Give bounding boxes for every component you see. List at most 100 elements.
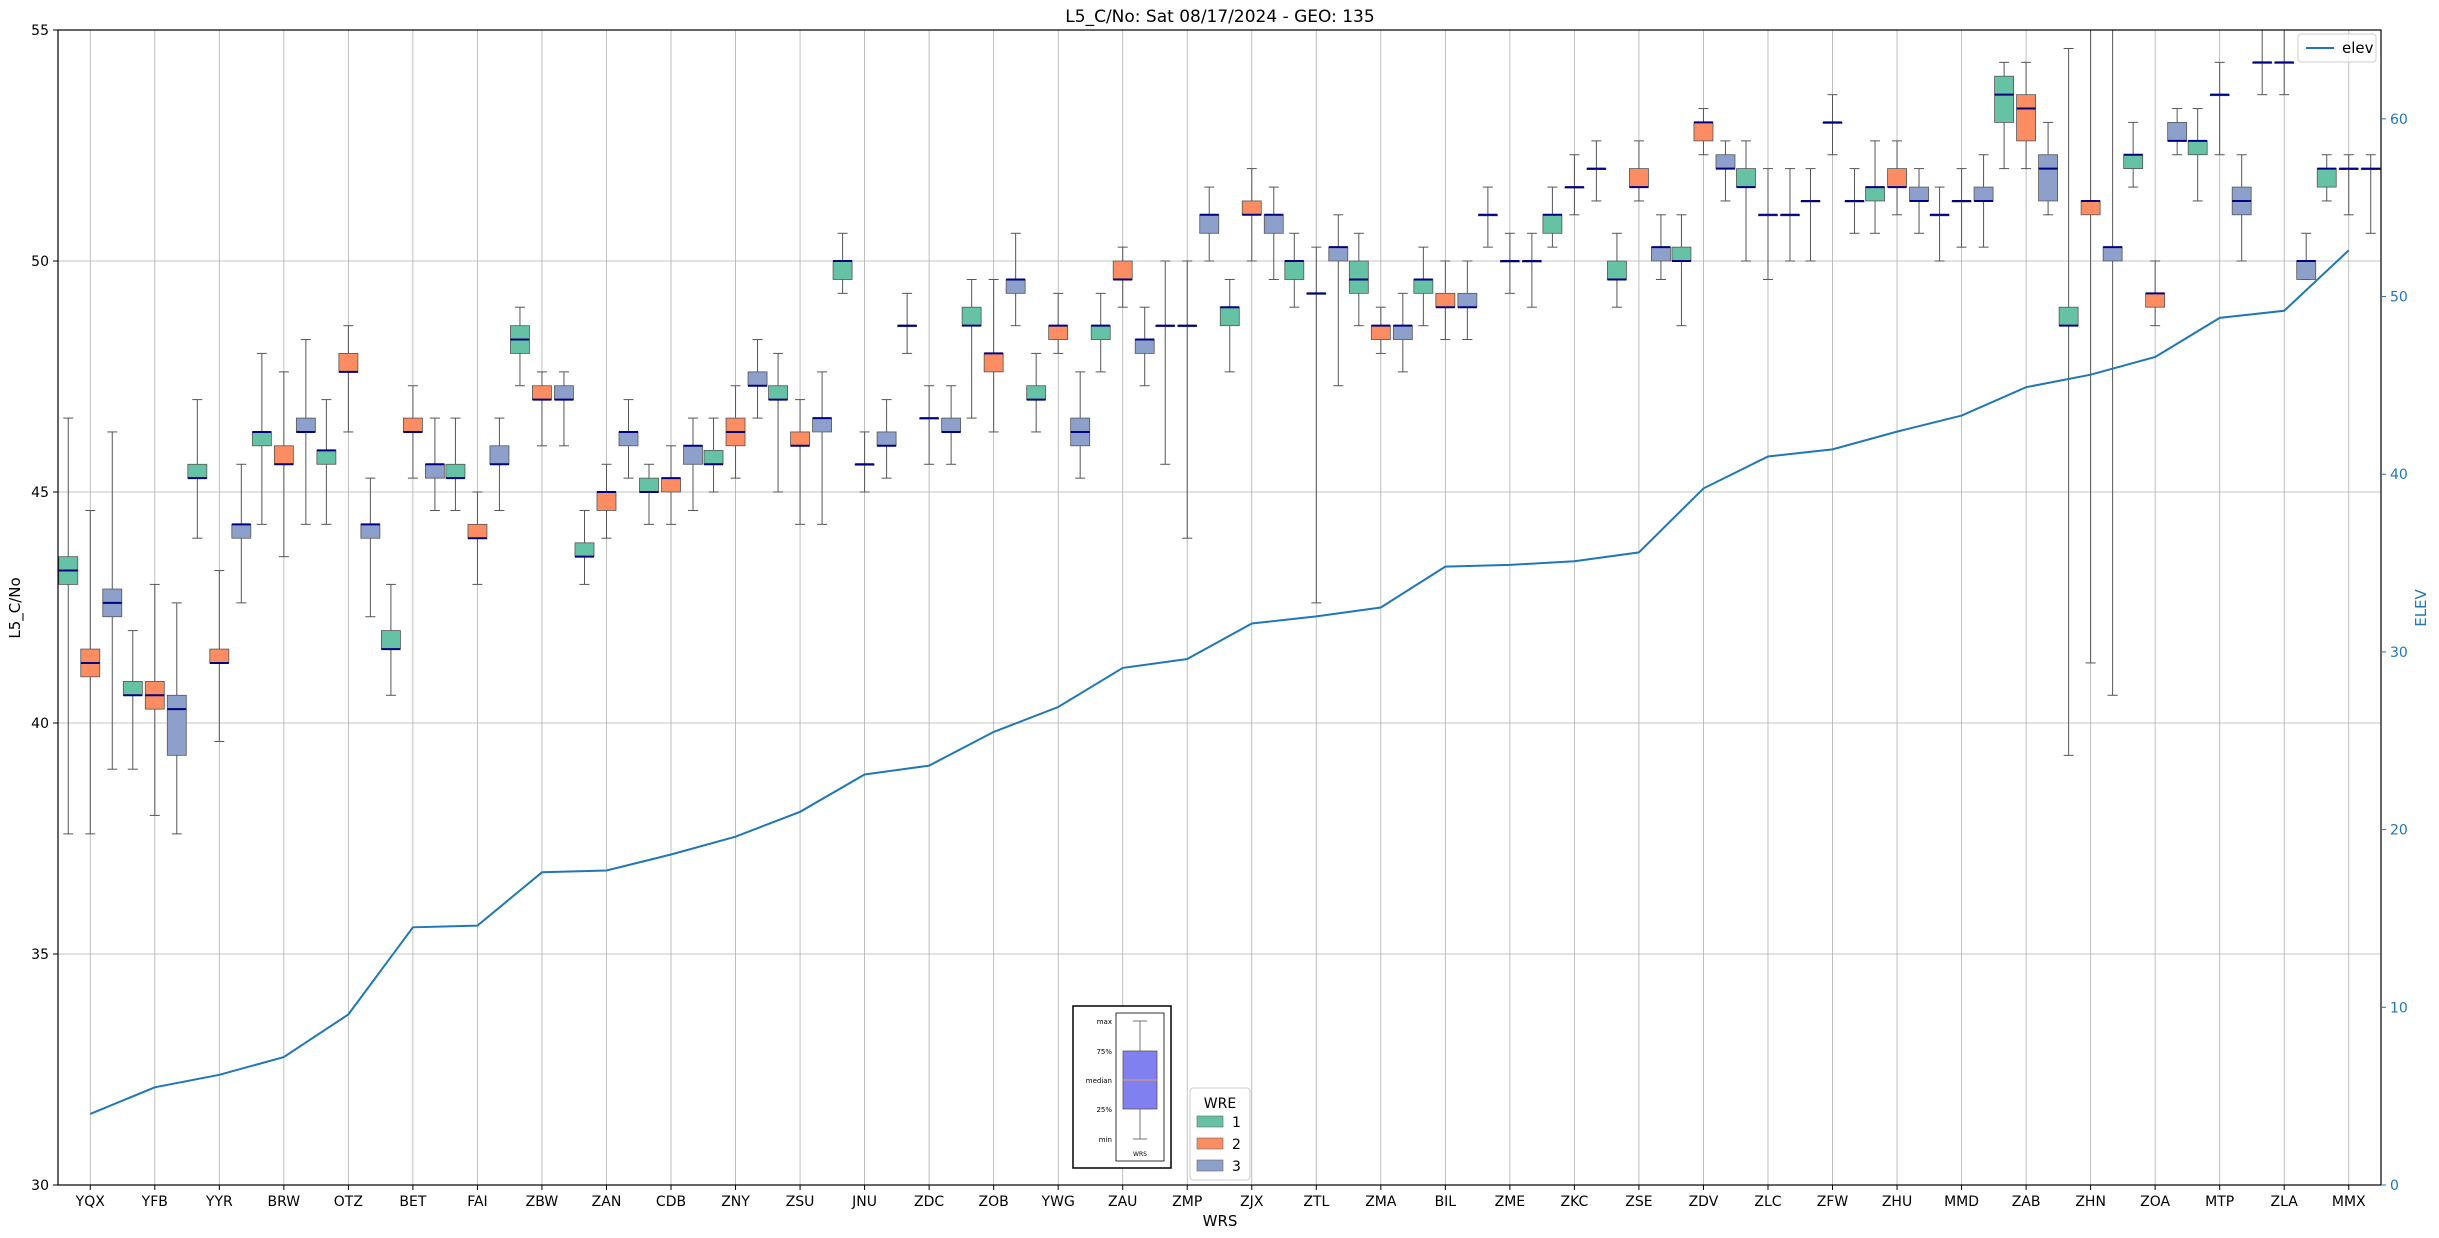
iqr-box <box>747 371 768 387</box>
box-ZHU-wre-2 <box>1887 140 1907 216</box>
x-tick-label: JNU <box>851 1194 877 1210</box>
iqr-box <box>618 431 639 447</box>
box-ZTL-wre-2 <box>1306 246 1327 604</box>
box-ZBW-wre-1 <box>510 306 530 387</box>
iqr-box <box>1909 186 1929 202</box>
iqr-box <box>876 431 897 447</box>
elev-series-line <box>89 249 2350 1115</box>
iqr-box <box>790 431 810 447</box>
iqr-box <box>1005 279 1026 294</box>
box-ZDC-wre-2 <box>919 385 940 465</box>
box-FAI-wre-2 <box>467 491 488 585</box>
box-YYR-wre-2 <box>209 570 230 742</box>
box-ZAU-wre-1 <box>1090 292 1111 373</box>
box-legend-swatch-2 <box>1196 1137 1224 1150</box>
iqr-box <box>703 450 724 465</box>
box-ZBW-wre-2 <box>532 371 552 447</box>
box-CDB-wre-1 <box>639 463 659 525</box>
box-YFB-wre-3 <box>166 602 187 835</box>
iqr-box <box>2187 140 2208 156</box>
line-legend-frame <box>2297 33 2377 63</box>
box-ZLC-wre-2 <box>1758 168 1778 280</box>
x-tick-label: ZTL <box>1303 1194 1329 1210</box>
iqr-box <box>1693 122 1714 142</box>
x-tick-label: ZNY <box>721 1194 750 1210</box>
key-inset-axes <box>1115 1012 1165 1162</box>
box-ZDV-wre-1 <box>1671 214 1692 327</box>
box-FAI-wre-3 <box>489 417 510 511</box>
box-ZAU-wre-3 <box>1134 306 1155 387</box>
y-tick-label: 50 <box>31 254 49 270</box>
box-ZKC-wre-2 <box>1564 154 1585 216</box>
x-tick-label: ZSE <box>1625 1194 1652 1210</box>
x-tick-label: YFB <box>141 1194 168 1210</box>
iqr-box <box>1263 214 1284 234</box>
axes: YQX YFB YYR BRW OTZ BET FAI ZBW ZAN CDB ZNY ZSU JNU Z… <box>31 23 2408 1210</box>
x-tick-label: CDB <box>656 1194 686 1210</box>
box-ZNY-wre-1 <box>703 417 724 493</box>
y-right-tick-label: 50 <box>2390 290 2408 306</box>
box-BIL-wre-3 <box>1457 260 1478 341</box>
box-legend-swatch-1 <box>1196 1115 1224 1128</box>
box-JNU-wre-1 <box>832 232 853 294</box>
iqr-box <box>2058 306 2079 327</box>
x-tick-label: YWG <box>1041 1194 1075 1210</box>
x-tick-label: ZHU <box>1882 1194 1912 1210</box>
iqr-box <box>1413 279 1434 294</box>
iqr-box <box>1994 75 2014 123</box>
iqr-box <box>251 431 272 447</box>
box-ZFW-wre-1 <box>1800 168 1821 262</box>
iqr-box <box>1671 246 1692 262</box>
iqr-box <box>166 694 187 756</box>
iqr-box <box>1973 186 1994 202</box>
box-ZTL-wre-3 <box>1328 214 1349 387</box>
line-legend-label: elev <box>2342 39 2374 57</box>
iqr-box <box>295 417 316 433</box>
box-ZKC-wre-1 <box>1542 186 1563 248</box>
x-tick-label: YYR <box>205 1194 233 1210</box>
box-ZAB-wre-2 <box>2016 61 2036 170</box>
box-ZOA-wre-2 <box>2145 260 2166 327</box>
box-BET-wre-2 <box>403 385 423 479</box>
key-label-max: max <box>1097 1018 1112 1026</box>
box-BIL-wre-2 <box>1435 260 1456 341</box>
key-label-min: min <box>1099 1136 1112 1144</box>
box-ZOB-wre-3 <box>1005 232 1026 327</box>
iqr-box <box>273 445 294 465</box>
box-ZDV-wre-2 <box>1693 108 1714 156</box>
box-key-inset: max 75% median 25% min WRS <box>1072 1005 1172 1169</box>
iqr-box <box>983 352 1004 373</box>
x-tick-label: BIL <box>1435 1194 1457 1210</box>
iqr-box <box>1048 325 1069 340</box>
key-xlabel: WRS <box>1133 1151 1147 1158</box>
box-MMD-wre-2 <box>1951 168 1972 248</box>
iqr-box <box>554 385 574 400</box>
box-YYR-wre-1 <box>187 399 208 539</box>
box-ZJX-wre-3 <box>1263 186 1284 280</box>
x-tick-label: ZAU <box>1108 1194 1137 1210</box>
iqr-box <box>1199 214 1220 234</box>
box-ZSU-wre-3 <box>812 371 832 525</box>
box-ZDC-wre-3 <box>941 385 962 465</box>
iqr-box <box>2102 246 2123 262</box>
y-right-tick-label: 10 <box>2390 1000 2408 1016</box>
box-ZTL-wre-1 <box>1284 232 1305 308</box>
x-tick-label: BRW <box>268 1194 301 1210</box>
box-ZHU-wre-1 <box>1865 140 1885 234</box>
box-legend-label-3: 3 <box>1232 1159 1241 1175</box>
iqr-box <box>187 463 208 479</box>
iqr-box <box>1715 154 1736 170</box>
x-tick-label: ZOA <box>2140 1194 2170 1210</box>
iqr-box <box>360 523 381 539</box>
iqr-box <box>1219 306 1240 327</box>
x-tick-label: MMD <box>1944 1194 1979 1210</box>
box-legend-label-1: 1 <box>1232 1115 1241 1131</box>
x-tick-label: MTP <box>2205 1194 2234 1210</box>
iqr-box <box>1348 260 1369 294</box>
iqr-box <box>574 542 595 558</box>
box-legend: WRE 1 2 3 <box>1189 1087 1251 1181</box>
box-ZSU-wre-1 <box>768 352 788 493</box>
iqr-box <box>1651 246 1671 262</box>
box-ZAB-wre-3 <box>2038 121 2058 216</box>
